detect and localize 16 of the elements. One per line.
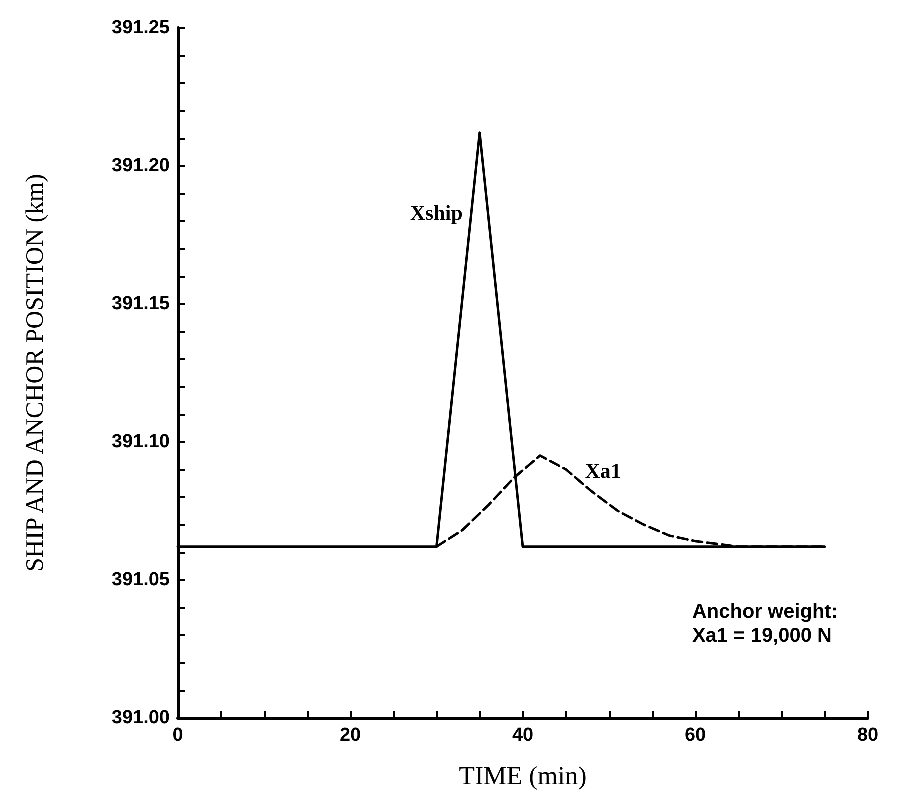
x-tick-label: 0 (172, 725, 184, 746)
y-tick-label: 391.10 (112, 432, 170, 452)
y-axis-title: SHIP AND ANCHOR POSITION (km) (22, 174, 49, 572)
annotation: Anchor weight: Xa1 = 19,000 N (692, 601, 838, 647)
x-tick-label: 60 (684, 725, 706, 746)
x-tick-label: 20 (340, 725, 362, 746)
y-tick-label: 391.05 (112, 570, 170, 590)
x-axis-title: TIME (min) (459, 762, 587, 790)
series-label: Xship (410, 200, 463, 225)
y-tick-label: 391.00 (112, 708, 170, 728)
y-tick-label: 391.20 (112, 156, 170, 176)
series-label: Xa1 (585, 458, 622, 483)
x-tick-label: 80 (857, 725, 879, 746)
y-tick-label: 391.25 (112, 18, 170, 38)
y-tick-label: 391.15 (112, 294, 170, 314)
x-tick-label: 40 (512, 725, 534, 746)
